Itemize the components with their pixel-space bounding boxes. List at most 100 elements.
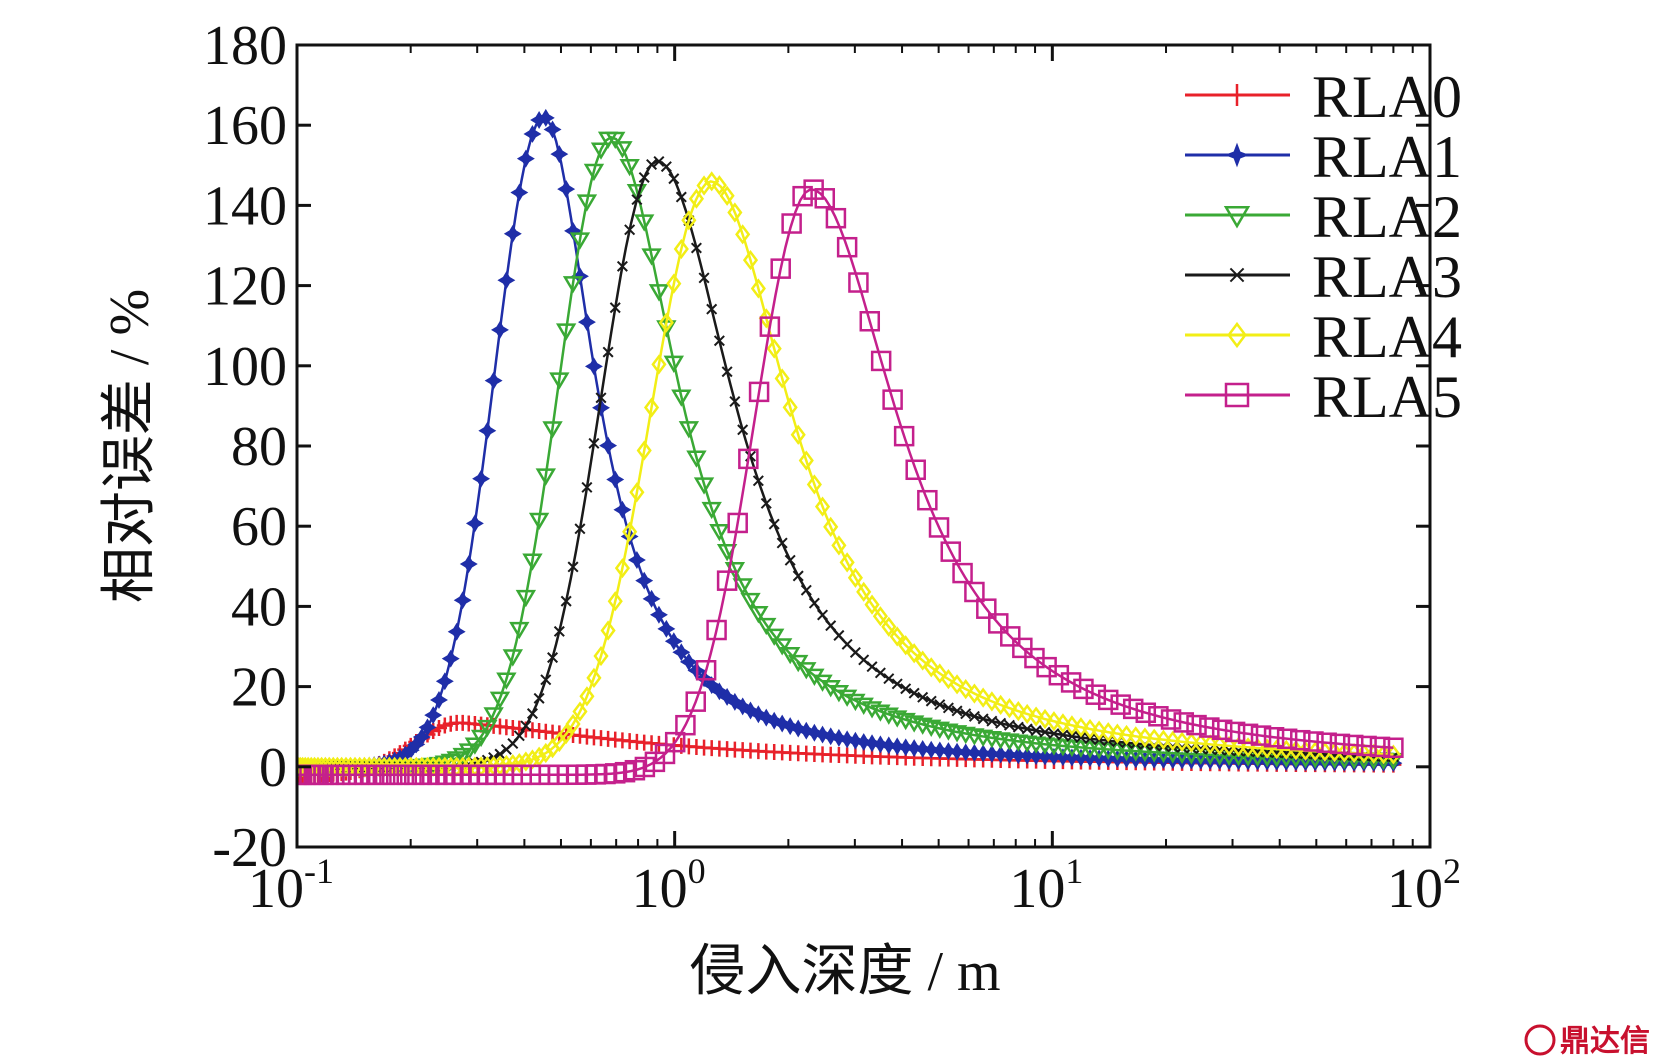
legend-marker [1229,267,1245,283]
data-point [584,357,603,376]
data-point [1028,706,1044,727]
data-point [424,706,443,725]
data-point [781,717,800,736]
data-point [470,729,492,748]
data-point [949,674,965,695]
data-point [889,626,905,647]
data-point [805,723,824,742]
data-point [520,720,532,732]
data-point [627,551,646,569]
data-point [733,697,752,716]
data-point [968,710,980,722]
data-point [814,188,836,209]
data-point [629,482,645,503]
data-point [458,743,479,761]
data-point [1000,626,1021,647]
series-line [297,180,1394,769]
legend-item-rla0: RLA0 [1185,64,1462,130]
data-point [524,749,541,770]
data-point [1137,727,1153,748]
data-point [825,207,847,229]
data-point [1003,719,1015,731]
data-point [841,638,853,650]
data-point [1135,702,1157,724]
data-point [925,695,937,707]
data-point [716,543,738,562]
data-point [553,625,565,637]
data-point [721,366,733,378]
data-point [808,597,820,609]
data-point [686,450,707,468]
data-point [976,598,997,619]
data-point [666,273,682,294]
data-point [1066,730,1078,742]
data-point [550,145,569,164]
data-point [1082,718,1098,740]
data-point [784,554,796,566]
data-point [657,619,676,638]
series-rla3 [297,155,1399,773]
data-point [516,149,535,168]
data-point [685,691,706,712]
data-point [1128,726,1144,747]
data-point [737,424,749,436]
data-point [1073,678,1094,700]
data-point [1055,713,1071,734]
data-point [766,338,782,359]
data-point [917,691,929,703]
data-point [1366,743,1382,764]
data-point [928,517,950,538]
data-point [564,221,583,240]
watermark-text: 鼎达信 [1560,1024,1650,1059]
data-point [1073,717,1089,738]
data-point [510,183,529,202]
data-point [646,158,658,171]
data-point [672,643,691,662]
data-point [756,617,777,636]
data-point [693,477,715,495]
data-point [764,628,785,646]
data-point [412,727,431,746]
data-point [600,620,616,641]
y-tick-label: -20 [212,817,287,879]
data-point [748,606,769,624]
data-point [1118,724,1135,746]
data-point [738,448,759,470]
data-point [1224,721,1246,743]
data-point [1356,743,1372,764]
data-point [583,163,605,182]
data-point [993,694,1009,715]
data-point [1211,719,1233,741]
data-point [490,320,509,339]
x-tick-label: 101 [1009,851,1083,920]
data-point [1316,732,1337,753]
data-point [789,719,808,738]
legend-item-rla3: RLA3 [1185,244,1462,310]
data-point [718,687,737,706]
data-point [465,514,484,533]
data-point [478,421,497,440]
data-point [522,553,543,571]
data-point [1317,741,1333,762]
data-point [642,589,661,608]
data-point [698,272,710,284]
data-point [593,645,609,667]
data-point [1160,709,1182,730]
legend-label: RLA1 [1312,124,1462,190]
data-point [613,500,632,519]
legend-item-rla2: RLA2 [1185,184,1462,250]
data-point [1342,734,1364,756]
data-point [727,512,748,534]
watermark: 鼎达信 [1524,1024,1650,1059]
data-point [557,180,576,199]
y-tick-label: 180 [203,15,287,77]
data-point [821,727,840,746]
data-point [748,381,770,403]
data-point [675,191,687,203]
series-line [297,160,1394,769]
data-point [940,541,962,562]
data-point [518,751,534,772]
data-point [599,436,618,455]
y-tick-label: 140 [203,175,287,237]
data-point [977,713,989,725]
